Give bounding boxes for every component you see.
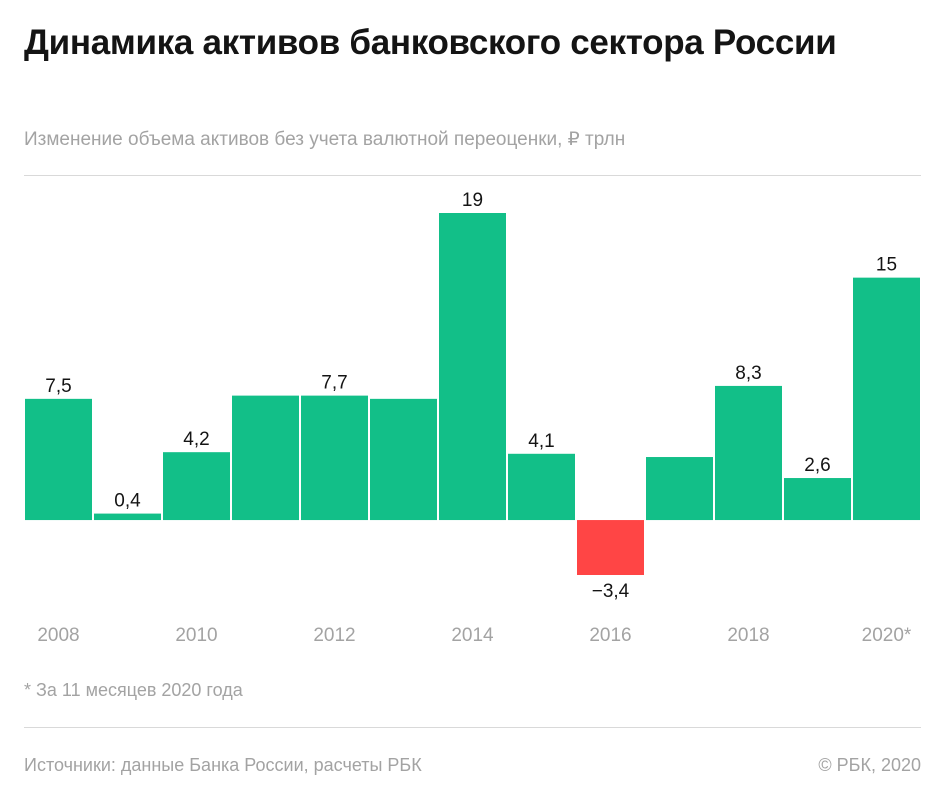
x-tick-2012: 2012 [313,625,355,646]
bar-2020* [853,277,920,521]
x-tick-2010: 2010 [175,625,217,646]
bar-2008 [25,398,92,521]
copyright: © РБК, 2020 [818,755,921,775]
x-tick-2018: 2018 [727,625,769,646]
x-tick-2014: 2014 [451,625,494,646]
bottom-divider [24,727,921,728]
chart-subtitle: Изменение объема активов без учета валют… [24,129,626,150]
bar-2017 [646,457,713,521]
value-label-2018: 8,3 [735,363,761,384]
chart-title: Динамика активов банковского сектора Рос… [24,23,837,62]
value-label-2014: 19 [462,190,483,211]
value-label-2019: 2,6 [804,455,830,476]
x-tick-2008: 2008 [37,625,79,646]
value-label-2016: −3,4 [592,581,630,602]
bar-2012 [301,395,368,521]
value-labels-group: 7,5 0,4 4,2 7,7 19 4,1 −3,4 8,3 2,6 15 [45,190,897,602]
x-tick-2020*: 2020* [862,625,912,646]
bar-2014 [439,213,506,521]
footnote: * За 11 месяцев 2020 года [24,680,243,700]
top-divider [24,175,921,176]
source-note: Источники: данные Банка России, расчеты … [24,755,422,775]
value-label-2020*: 15 [876,255,897,276]
bar-2016 [577,520,644,575]
value-label-2009: 0,4 [114,491,141,512]
bar-2015 [508,453,575,521]
value-label-2008: 7,5 [45,376,71,397]
value-label-2012: 7,7 [321,373,347,394]
bar-2009 [94,513,161,521]
x-axis-tick-labels: 2008 2010 2012 2014 2016 2018 2020* [37,625,912,646]
bar-2010 [163,452,230,521]
bars-group [25,213,920,575]
value-label-2010: 4,2 [183,429,209,450]
x-tick-2016: 2016 [589,625,631,646]
value-label-2015: 4,1 [528,431,554,452]
bar-2019 [784,478,851,521]
bar-2018 [715,385,782,521]
bar-2011 [232,395,299,521]
bar-2013 [370,398,437,521]
